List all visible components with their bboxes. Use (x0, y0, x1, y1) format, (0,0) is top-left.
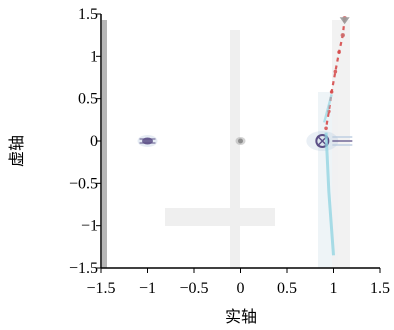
trail-point (329, 90, 334, 94)
y-tick-label: 1 (90, 48, 98, 65)
trail-point (340, 32, 345, 38)
lower-cyan-trail (324, 132, 335, 256)
y-tick-label: −0.5 (69, 175, 98, 192)
x-tick-label: −1.5 (86, 280, 115, 297)
mid-cyan-trail (323, 94, 333, 123)
y-tick-label: 1.5 (78, 6, 98, 23)
x-tick-label: −0.5 (179, 280, 208, 297)
top-marker (339, 17, 350, 25)
x-tick-label: 0.5 (277, 280, 297, 297)
trail-point (324, 126, 328, 131)
y-tick-label: −1 (81, 218, 98, 235)
x-axis-label: 实轴 (225, 307, 257, 326)
y-axis-label: 虚轴 (7, 135, 26, 167)
right-side-strip (332, 20, 350, 268)
y-tick-labels: 1.5 1 0.5 0 −0.5 −1 −1.5 (69, 6, 98, 277)
trail-point (333, 69, 338, 74)
origin-mark (238, 138, 243, 144)
data-layer (137, 16, 353, 256)
x-tick-label: 1.5 (370, 280, 390, 297)
y-tick-label: 0 (90, 133, 98, 150)
x-tick-label: 1 (330, 280, 338, 297)
trail-point (337, 50, 341, 54)
x-tick-label: 0 (237, 280, 245, 297)
right-pole-ring (315, 134, 330, 148)
left-edge-shadow (102, 20, 107, 268)
x-tick-labels: −1.5 −1 −0.5 0 0.5 1 1.5 (86, 280, 390, 297)
x-tick-label: −1 (139, 280, 156, 297)
lower-band (165, 208, 275, 226)
y-tick-label: −1.5 (69, 260, 98, 277)
center-band (230, 30, 240, 269)
y-tick-label: 0.5 (78, 91, 98, 108)
axes-layer (96, 13, 381, 273)
